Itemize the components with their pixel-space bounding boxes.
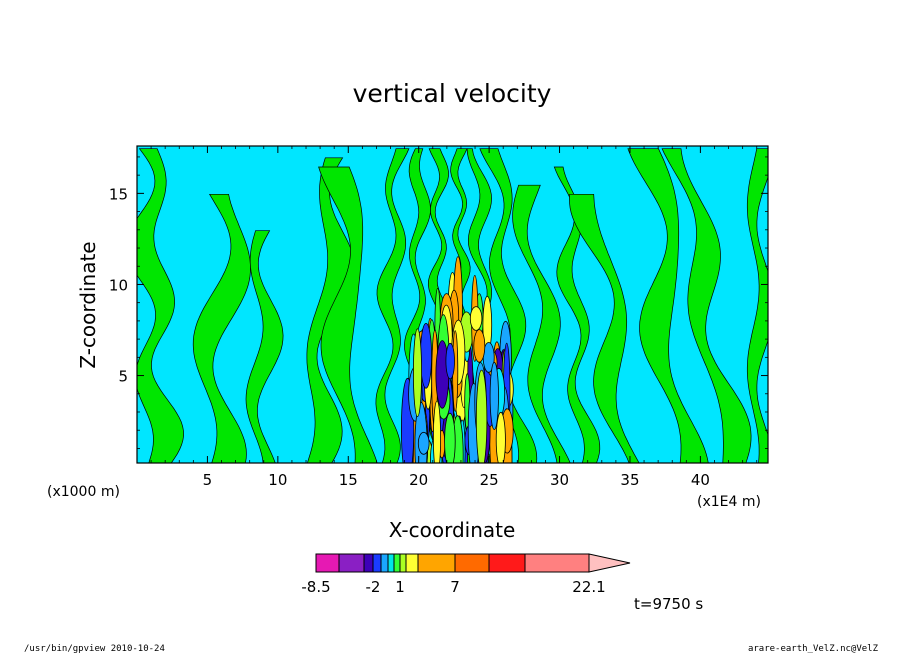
- colorbar-segment: [363, 553, 374, 573]
- x-tick-label: 25: [480, 471, 499, 489]
- y-tick-label: 5: [118, 368, 128, 386]
- colorbar-tick-label: -2: [366, 578, 381, 596]
- x-tick-label: 30: [550, 471, 569, 489]
- colorbar-labels: -8.5 -2 1 7 22.1: [301, 578, 605, 596]
- contour-band: [661, 148, 752, 463]
- plot-frame: [136, 145, 769, 464]
- contour-cell: [412, 328, 422, 418]
- x-tick-label: 10: [268, 471, 287, 489]
- contour-band: [137, 148, 184, 463]
- colorbar-segment: [393, 553, 401, 573]
- x-axis-label: X-coordinate: [389, 518, 516, 542]
- contour-band: [569, 193, 640, 463]
- colorbar-segment: [488, 553, 526, 573]
- contour-cell: [489, 361, 499, 430]
- contour-cell: [469, 306, 483, 331]
- x-tick-label: 5: [203, 471, 213, 489]
- colorbar-segment: [417, 553, 456, 573]
- colorbar-segment: [338, 553, 365, 573]
- contour-cell: [444, 412, 456, 463]
- chart-title: vertical velocity: [353, 79, 552, 108]
- x-axis-ticks: 5 10 15 20 25 30 35 40: [150, 146, 758, 489]
- contour-band: [553, 166, 601, 463]
- plot-area: 5 10 15 20 25 30 35 40 5 10 15: [109, 145, 769, 489]
- colorbar-segment: [315, 553, 340, 573]
- contour-band: [512, 184, 571, 463]
- colorbar-segment: [372, 553, 382, 573]
- contour-band: [746, 148, 768, 463]
- contour-cell: [445, 342, 455, 380]
- y-tick-label: 15: [109, 185, 128, 203]
- colorbar-tick-label: 7: [450, 578, 460, 596]
- contour-cell: [475, 369, 488, 463]
- y-axis-label: Z-coordinate: [76, 241, 100, 368]
- contour-band: [192, 193, 251, 463]
- contour-band: [245, 230, 284, 463]
- contour-band: [318, 166, 378, 463]
- x-tick-label: 35: [620, 471, 639, 489]
- contour-band: [375, 148, 410, 463]
- colorbar-segment: [380, 553, 389, 573]
- contour-cell: [495, 411, 506, 463]
- y-axis-ticks: 5 10 15: [109, 156, 768, 449]
- colorbar-tick-label: -8.5: [301, 578, 330, 596]
- colorbar: [315, 553, 631, 573]
- contour-cell: [433, 400, 441, 463]
- x-tick-label: 15: [339, 471, 358, 489]
- contour-fill-layer: [137, 148, 768, 463]
- x-tick-label: 40: [691, 471, 710, 489]
- time-label: t=9750 s: [634, 595, 703, 613]
- colorbar-arrow: [588, 553, 631, 573]
- footer-right: arare-earth_VelZ.nc@VelZ: [748, 644, 879, 654]
- colorbar-segment: [399, 553, 407, 573]
- x-unit-note-left: (x1000 m): [47, 484, 120, 500]
- colorbar-tick-label: 1: [395, 578, 405, 596]
- contour-cell: [417, 431, 430, 455]
- colorbar-segment: [524, 553, 590, 573]
- contour-cell: [419, 322, 432, 389]
- y-tick-label: 10: [109, 276, 128, 294]
- colorbar-segment: [454, 553, 490, 573]
- colorbar-segment: [387, 553, 395, 573]
- colorbar-segment: [405, 553, 419, 573]
- footer-left: /usr/bin/gpview 2010-10-24: [24, 644, 165, 654]
- x-unit-note-right: (x1E4 m): [697, 494, 761, 510]
- colorbar-tick-label: 22.1: [572, 578, 605, 596]
- contour-cell: [473, 329, 486, 363]
- x-tick-label: 20: [409, 471, 428, 489]
